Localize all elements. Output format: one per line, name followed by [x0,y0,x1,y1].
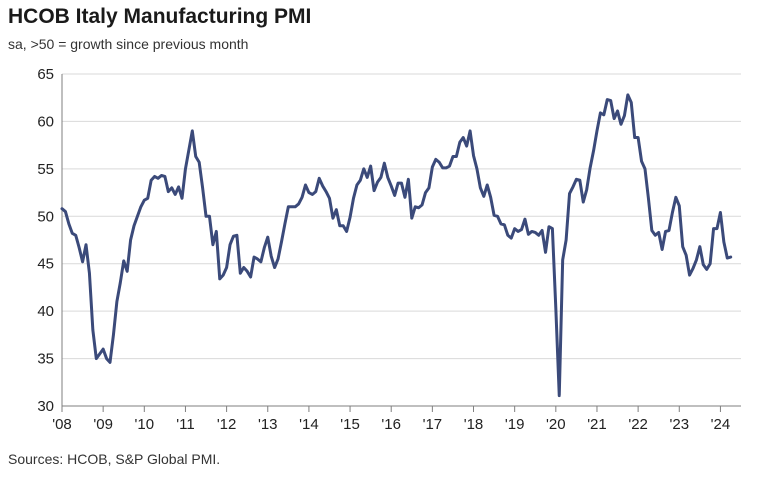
y-tick-label: 40 [37,303,54,320]
x-tick-label: '24 [711,416,731,433]
x-tick-labels: '08 '09 '10 '11 '12 '13 '14 '15 '16 '17 '18 '19 '20 '… [52,416,730,433]
x-tick-label: '12 [217,416,237,433]
series-line-pmi [60,93,733,398]
source-note: Sources: HCOB, S&P Global PMI. [8,451,221,467]
x-tick-label: '20 [546,416,566,433]
gridlines [62,73,741,360]
y-tick-label: 65 [37,66,54,83]
y-tick-label: 35 [37,351,54,368]
x-tick-label: '13 [258,416,278,433]
x-tick-label: '23 [669,416,689,433]
x-tick-label: '09 [93,416,113,433]
x-tick-label: '18 [464,416,484,433]
chart-subtitle: sa, >50 = growth since previous month [8,36,249,52]
y-tick-label: 55 [37,161,54,178]
x-tick-label: '14 [299,416,319,433]
x-tick-label: '22 [628,416,648,433]
y-tick-label: 45 [37,256,54,273]
x-tick-label: '15 [340,416,360,433]
y-tick-label: 30 [37,398,54,415]
axes [61,74,741,412]
y-tick-label: 60 [37,113,54,130]
y-tick-label: 50 [37,208,54,225]
x-tick-label: '17 [423,416,443,433]
x-tick-label: '16 [381,416,401,433]
y-tick-labels: 30 35 40 45 50 55 60 65 [37,66,54,415]
x-tick-label: '19 [505,416,525,433]
x-tick-label: '08 [52,416,72,433]
series-layer [60,93,733,398]
x-tick-label: '21 [587,416,607,433]
x-tick-label: '10 [135,416,155,433]
chart-title: HCOB Italy Manufacturing PMI [8,5,312,28]
x-tick-label: '11 [176,416,194,433]
